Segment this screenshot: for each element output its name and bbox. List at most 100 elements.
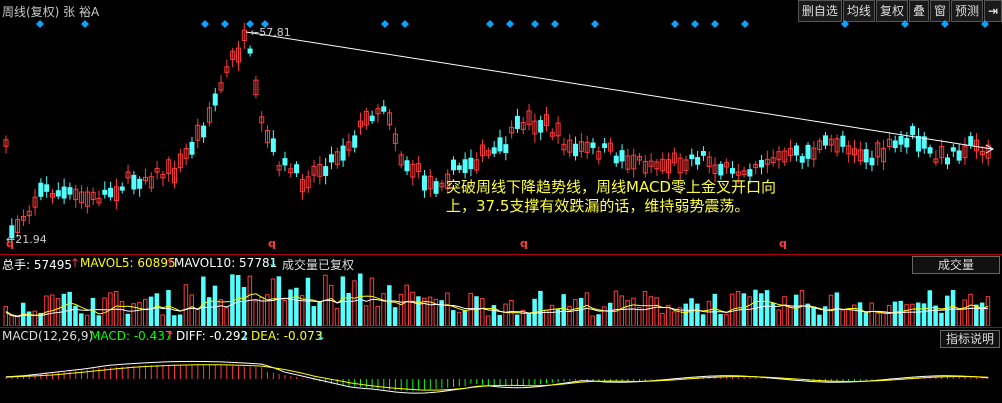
candle-body [584,141,590,153]
candle-body [73,188,79,201]
candle-body [108,187,114,198]
volume-bar [328,284,334,326]
candle-body [230,50,236,60]
low-price-label: ←21.94 [6,233,47,246]
candle-body [625,155,631,170]
volume-bar [689,298,694,326]
candle-body [189,141,195,155]
candle-body [369,115,375,122]
volume-bar [793,294,799,326]
volume-header: 总手: 57495 ↑ MAVOL5: 60895 ↑ MAVOL10: 577… [0,254,1002,274]
volume-bar [677,307,683,326]
candle-body [846,145,852,155]
candle-body [317,164,323,177]
candle-body [538,120,544,133]
candle-body [759,160,765,168]
volume-bar [119,301,125,326]
volume-bar [526,312,532,326]
candle-body [265,129,271,144]
candle-body [299,179,305,193]
volume-bar [514,314,520,326]
window-button[interactable]: 窗 [929,0,950,22]
forecast-button[interactable]: 预测 [950,0,983,22]
analysis-annotation: 突破周线下降趋势线，周线MACD零上金叉开口向上，37.5支撑有效跌漏的话，维持… [446,178,776,215]
candle-body [596,150,602,160]
candlestick-chart: ←57.81←21.94q q q q [3,20,995,250]
candle-body [648,160,654,167]
volume-bar [671,311,677,326]
candle-body [195,124,201,141]
volume-bar [154,293,160,326]
volume-bar [933,305,938,326]
dea-value-label: DEA: -0.073 [251,329,323,343]
volume-bar [898,300,904,326]
candle-body [201,125,207,138]
volume-bar [886,304,892,326]
q-marker: q [520,237,528,250]
candle-body [642,160,648,174]
overlay-button[interactable]: 叠 [908,0,929,22]
candle-body [154,168,160,173]
volume-bar [904,304,909,326]
volume-bar [44,295,49,326]
volume-bar [15,315,20,326]
event-diamond-icon [551,20,559,28]
candle-body [631,154,637,170]
candle-body [334,151,340,165]
candle-body [125,171,131,179]
candle-body [276,164,282,171]
volume-bar [817,314,822,326]
candle-body [764,158,770,165]
candle-body [590,142,596,148]
indicator-dropdown[interactable]: 成交量 [912,256,1000,274]
toolbar: 删自选 均线 复权 叠 窗 预测 ⇥ [797,0,1002,22]
candle-body [921,136,927,149]
candle-body [387,112,393,126]
event-diamond-icon [901,20,909,28]
macd-header: MACD(12,26,9) MACD: -0.437 ↑ DIFF: -0.29… [0,327,1002,348]
indicator-dropdown-label: 成交量 [937,258,974,272]
volume-bar [79,313,84,326]
volume-bar [788,305,793,326]
volume-bar [299,295,305,326]
candle-body [346,141,352,151]
volume-bar [613,290,619,326]
adjust-rights-button[interactable]: 复权 [875,0,908,22]
volume-bar [265,294,270,326]
candle-body [729,168,735,174]
volume-bar [497,314,502,326]
volume-bar [561,294,566,326]
candle-body [288,168,294,174]
trend-line [245,31,993,150]
candle-body [392,133,398,145]
candle-body [933,158,939,163]
candle-body [421,175,427,191]
volume-bar [509,300,514,326]
volume-bar [387,285,392,326]
candle-body [573,143,579,157]
volume-bar [538,290,543,326]
volume-bar [747,296,752,326]
candle-body [44,184,50,192]
volume-bar [305,277,311,326]
candle-body [509,126,515,134]
candle-body [532,120,538,135]
candle-body [985,144,991,159]
remove-favorite-button[interactable]: 删自选 [797,0,842,22]
volume-bar [683,303,688,326]
volume-bar [578,298,584,326]
candle-body [503,144,509,153]
candle-body [567,139,573,153]
mavol10-label: MAVOL10: 57781 [174,256,278,270]
candle-body [323,166,329,176]
event-diamond-icon [531,20,539,28]
down-arrow-icon: ↓ [240,329,251,343]
volume-bar [956,308,962,326]
exit-arrow-icon[interactable]: ⇥ [984,0,1002,22]
volume-bar [148,296,154,326]
moving-average-button[interactable]: 均线 [842,0,875,22]
indicator-help-button[interactable]: 指标说明 [940,330,1000,348]
volume-bar [602,306,607,326]
mavol5-label: MAVOL5: 60895 [80,256,176,270]
candle-body [241,29,247,41]
